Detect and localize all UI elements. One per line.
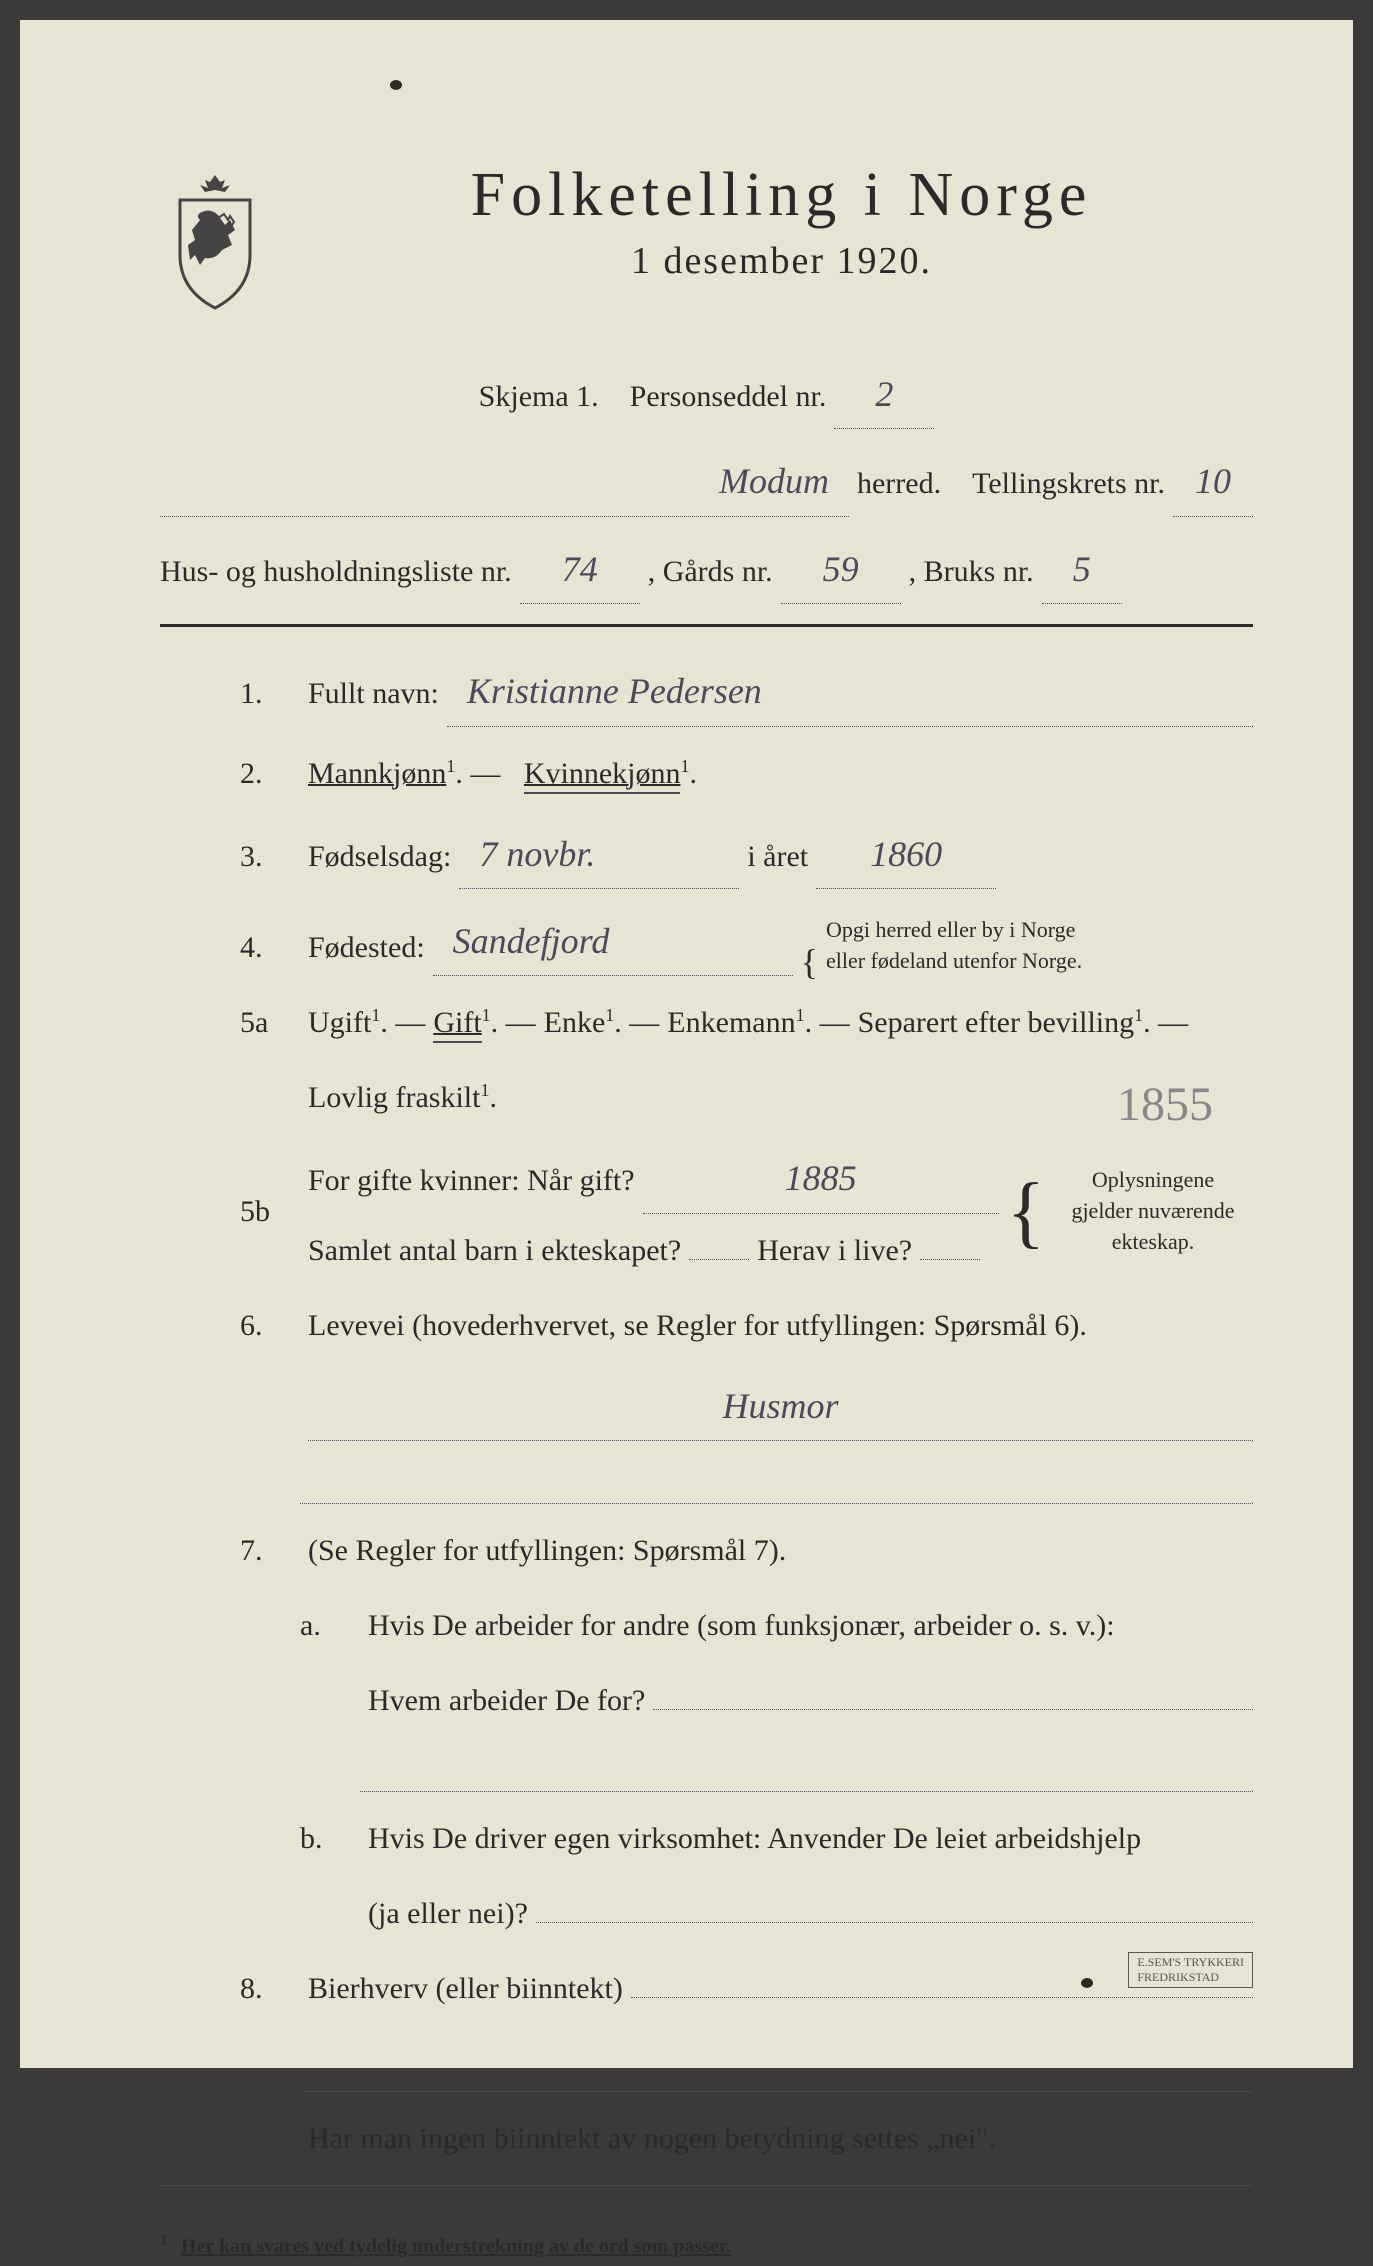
q2-opt1: Mannkjønn1. — <box>308 745 500 802</box>
q3-mid: i året <box>747 828 808 885</box>
q8-label: Bierhverv (eller biinntekt) <box>308 1960 623 2017</box>
q7a-row1: a. Hvis De arbeider for andre (som funks… <box>160 1597 1253 1654</box>
form-body: Skjema 1. Personseddel nr. 2 Modum herre… <box>160 360 1253 2266</box>
q4-label: Fødested: <box>308 919 425 976</box>
q3-label: Fødselsdag: <box>308 828 451 885</box>
q7a-field <box>653 1709 1253 1710</box>
q4-num: 4. <box>240 919 300 976</box>
q6-row: 6. Levevei (hovederhvervet, se Regler fo… <box>160 1297 1253 1354</box>
blank-line <box>300 2047 1253 2092</box>
q2-row: 2. Mannkjønn1. — Kvinnekjønn1. <box>160 745 1253 802</box>
divider <box>160 2185 1253 2186</box>
q7b-num: b. <box>300 1810 360 1867</box>
q5a-row2: Lovlig fraskilt1. 1855 <box>160 1069 1253 1126</box>
q8-row: 8. Bierhverv (eller biinntekt) <box>160 1960 1253 2017</box>
q5a-opt5: Separert efter bevilling1. — <box>858 994 1189 1051</box>
q7-row: 7. (Se Regler for utfyllingen: Spørsmål … <box>160 1522 1253 1579</box>
q1-label: Fullt navn: <box>308 665 439 722</box>
q7a-text1: Hvis De arbeider for andre (som funksjon… <box>368 1597 1115 1654</box>
q6-value-row: Husmor <box>160 1372 1253 1441</box>
q7b-field <box>536 1922 1253 1923</box>
census-form-page: Folketelling i Norge 1 desember 1920. Sk… <box>20 20 1353 2068</box>
blank-line <box>360 1747 1253 1792</box>
header: Folketelling i Norge 1 desember 1920. <box>160 160 1253 310</box>
q6-label: Levevei (hovederhvervet, se Regler for u… <box>308 1297 1087 1354</box>
q5b-label3: Herav i live? <box>757 1222 912 1279</box>
q2-num: 2. <box>240 745 300 802</box>
divider <box>160 624 1253 627</box>
q5a-opt6: Lovlig fraskilt1. <box>308 1069 497 1126</box>
q7b-text1: Hvis De driver egen virksomhet: Anvender… <box>368 1810 1141 1867</box>
footer-note-row: Har man ingen biinntekt av nogen betydni… <box>160 2110 1253 2167</box>
footnote-text: Her kan svares ved tydelig understreknin… <box>181 2236 731 2258</box>
q5a-opt4: Enkemann1. — <box>667 994 849 1051</box>
husliste-row: Hus- og husholdningsliste nr. 74 , Gårds… <box>160 535 1253 604</box>
gards-nr: 59 <box>781 535 901 604</box>
q5b-value1: 1885 <box>643 1144 999 1213</box>
q5a-opt1: Ugift1. — <box>308 994 425 1051</box>
printer-mark: E.SEM'S TRYKKERIFREDRIKSTAD <box>1128 1952 1253 1988</box>
q7b-row1: b. Hvis De driver egen virksomhet: Anven… <box>160 1810 1253 1867</box>
q5b-field2 <box>689 1259 749 1260</box>
title-block: Folketelling i Norge 1 desember 1920. <box>310 160 1253 283</box>
q1-num: 1. <box>240 665 300 722</box>
q4-row: 4. Fødested: Sandefjord { Opgi herred el… <box>160 907 1253 976</box>
tellingskrets-nr: 10 <box>1173 447 1253 516</box>
q1-value: Kristianne Pedersen <box>447 657 1253 726</box>
personseddel-label: Personseddel nr. <box>630 368 827 425</box>
q7-num: 7. <box>240 1522 300 1579</box>
bruks-nr: 5 <box>1042 535 1122 604</box>
brace-icon: { <box>1007 1188 1045 1236</box>
husliste-nr: 74 <box>520 535 640 604</box>
q1-row: 1. Fullt navn: Kristianne Pedersen <box>160 657 1253 726</box>
q4-note: Opgi herred eller by i Norge eller fødel… <box>826 915 1082 977</box>
herred-label: herred. <box>857 455 941 512</box>
footnote-row: 1 Her kan svares ved tydelig understrekn… <box>160 2226 1253 2266</box>
q7a-row2: Hvem arbeider De for? <box>160 1672 1253 1729</box>
tellingskrets-label: Tellingskrets nr. <box>972 455 1165 512</box>
q5b-num: 5b <box>240 1183 300 1240</box>
herred-row: Modum herred. Tellingskrets nr. 10 <box>160 447 1253 516</box>
blank-line <box>300 1459 1253 1504</box>
q5a-num: 5a <box>240 994 300 1051</box>
q3-day: 7 novbr. <box>459 820 739 889</box>
q8-field <box>631 1997 1253 1998</box>
q5b-label2: Samlet antal barn i ekteskapet? <box>308 1222 681 1279</box>
q7a-text2: Hvem arbeider De for? <box>368 1672 645 1729</box>
q7b-text2: (ja eller nei)? <box>368 1885 528 1942</box>
q8-num: 8. <box>240 1960 300 2017</box>
ink-blot <box>390 80 402 90</box>
q2-opt2: Kvinnekjønn1. <box>524 745 697 802</box>
q6-value: Husmor <box>308 1372 1253 1441</box>
q5a-opt3: Enke1. — <box>544 994 660 1051</box>
coat-of-arms-icon <box>160 170 270 310</box>
skjema-row: Skjema 1. Personseddel nr. 2 <box>160 360 1253 429</box>
q5b-label1: For gifte kvinner: Når gift? <box>308 1152 635 1209</box>
gards-label: , Gårds nr. <box>648 543 773 600</box>
q3-num: 3. <box>240 828 300 885</box>
ink-blot <box>1081 1978 1093 1988</box>
q3-row: 3. Fødselsdag: 7 novbr. i året 1860 <box>160 820 1253 889</box>
footnote-num: 1 <box>160 2232 168 2249</box>
q5a-opt2: Gift1. — <box>433 994 535 1051</box>
herred-name: Modum <box>160 447 849 516</box>
q5b-row: 5b For gifte kvinner: Når gift? 1885 Sam… <box>160 1144 1253 1278</box>
q5b-note: Oplysningene gjelder nuværende ekteskap. <box>1053 1165 1253 1257</box>
q7b-row2: (ja eller nei)? <box>160 1885 1253 1942</box>
q5b-field3 <box>920 1259 980 1260</box>
q3-year: 1860 <box>816 820 996 889</box>
footer-note: Har man ingen biinntekt av nogen betydni… <box>308 2110 996 2167</box>
pencil-annotation: 1855 <box>1117 1059 1213 1150</box>
personseddel-nr: 2 <box>834 360 934 429</box>
q7a-num: a. <box>300 1597 360 1654</box>
q4-value: Sandefjord <box>433 907 793 976</box>
q5a-row1: 5a Ugift1. — Gift1. — Enke1. — Enkemann1… <box>160 994 1253 1051</box>
husliste-label: Hus- og husholdningsliste nr. <box>160 543 512 600</box>
q6-num: 6. <box>240 1297 300 1354</box>
main-title: Folketelling i Norge <box>310 160 1253 231</box>
skjema-label: Skjema 1. <box>479 368 599 425</box>
subtitle: 1 desember 1920. <box>310 239 1253 283</box>
bruks-label: , Bruks nr. <box>909 543 1034 600</box>
q7-label: (Se Regler for utfyllingen: Spørsmål 7). <box>308 1522 786 1579</box>
